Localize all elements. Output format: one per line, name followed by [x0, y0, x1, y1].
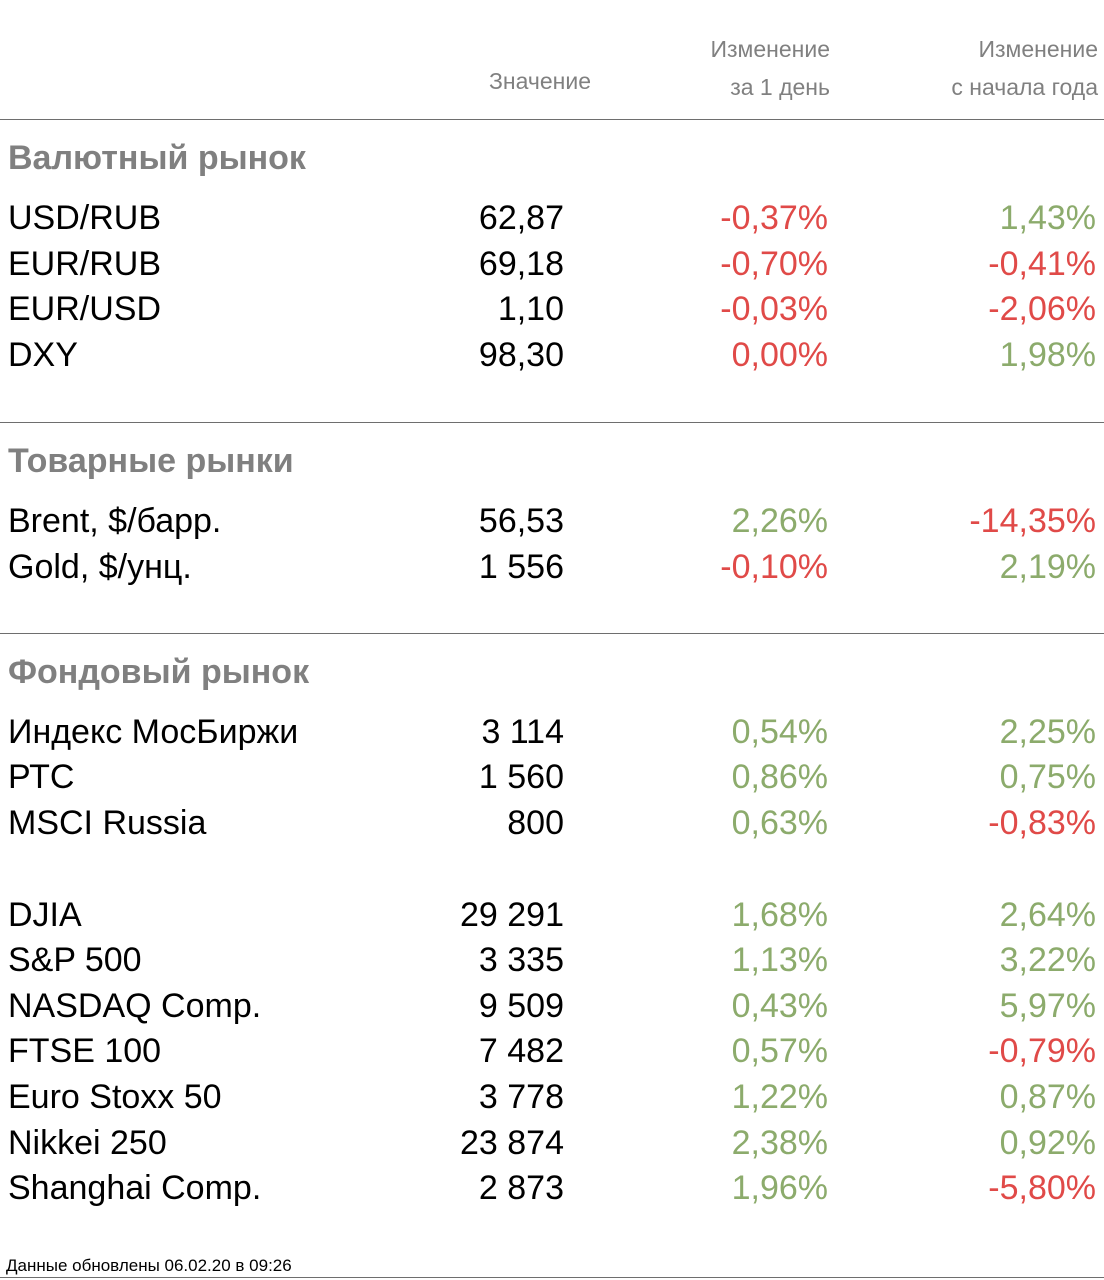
table-row: Индекс МосБиржи 3 114 0,54% 2,25%	[0, 709, 1104, 755]
row-day-change: -0,70%	[720, 245, 828, 283]
row-name: EUR/RUB	[8, 245, 162, 283]
row-ytd-change: -0,83%	[988, 804, 1096, 842]
row-name: Индекс МосБиржи	[8, 713, 299, 751]
section-title-currency: Валютный рынок	[8, 139, 306, 177]
row-ytd-change: -5,80%	[988, 1169, 1096, 1207]
row-value: 7 482	[478, 1032, 564, 1070]
section-title-commodities: Товарные рынки	[8, 442, 294, 480]
row-name: Nikkei 250	[8, 1124, 167, 1162]
row-name: NASDAQ Comp.	[8, 987, 262, 1025]
row-ytd-change: -0,41%	[988, 245, 1096, 283]
row-name: РТС	[8, 758, 75, 796]
row-ytd-change: 0,87%	[999, 1078, 1096, 1116]
row-value: 1 560	[478, 758, 564, 796]
row-day-change: 0,43%	[731, 987, 828, 1025]
divider	[0, 119, 1104, 120]
row-value: 9 509	[478, 987, 564, 1025]
row-name: S&P 500	[8, 941, 142, 979]
row-ytd-change: 2,64%	[999, 896, 1096, 934]
table-row: Brent, $/барр. 56,53 2,26% -14,35%	[0, 498, 1104, 544]
row-name: Euro Stoxx 50	[8, 1078, 222, 1116]
header-ytd-change: Изменение с начала года	[951, 30, 1098, 106]
row-value: 98,30	[478, 336, 564, 374]
row-name: MSCI Russia	[8, 804, 207, 842]
table-row: EUR/USD 1,10 -0,03% -2,06%	[0, 286, 1104, 332]
row-ytd-change: 0,92%	[999, 1124, 1096, 1162]
divider	[0, 633, 1104, 634]
row-name: EUR/USD	[8, 290, 162, 328]
row-ytd-change: 2,19%	[999, 548, 1096, 586]
row-day-change: -0,37%	[720, 199, 828, 237]
table-row: NASDAQ Comp. 9 509 0,43% 5,97%	[0, 983, 1104, 1029]
row-name: FTSE 100	[8, 1032, 162, 1070]
divider	[0, 422, 1104, 423]
row-day-change: 0,54%	[731, 713, 828, 751]
row-day-change: -0,03%	[720, 290, 828, 328]
row-day-change: 2,38%	[731, 1124, 828, 1162]
row-value: 3 335	[478, 941, 564, 979]
header-day-line2: за 1 день	[730, 74, 830, 100]
row-value: 3 114	[481, 713, 564, 751]
header-day-line1: Изменение	[710, 36, 830, 62]
update-timestamp: Данные обновлены 06.02.20 в 09:26	[6, 1256, 292, 1275]
row-ytd-change: 1,43%	[999, 199, 1096, 237]
row-value: 56,53	[478, 502, 564, 540]
row-day-change: 1,22%	[731, 1078, 828, 1116]
table-row: MSCI Russia 800 0,63% -0,83%	[0, 800, 1104, 846]
row-day-change: 1,13%	[731, 941, 828, 979]
row-day-change: -0,10%	[720, 548, 828, 586]
row-ytd-change: -2,06%	[988, 290, 1096, 328]
header-ytd-line1: Изменение	[978, 36, 1098, 62]
row-value: 1,10	[497, 290, 564, 328]
table-row: Nikkei 250 23 874 2,38% 0,92%	[0, 1120, 1104, 1166]
row-day-change: 1,96%	[731, 1169, 828, 1207]
row-ytd-change: 3,22%	[999, 941, 1096, 979]
row-day-change: 0,63%	[731, 804, 828, 842]
row-name: USD/RUB	[8, 199, 162, 237]
table-row: FTSE 100 7 482 0,57% -0,79%	[0, 1028, 1104, 1074]
row-ytd-change: 1,98%	[999, 336, 1096, 374]
row-name: DJIA	[8, 896, 82, 934]
row-ytd-change: -0,79%	[988, 1032, 1096, 1070]
table-row: Shanghai Comp. 2 873 1,96% -5,80%	[0, 1165, 1104, 1211]
row-day-change: 0,00%	[731, 336, 828, 374]
row-name: Shanghai Comp.	[8, 1169, 262, 1207]
row-value: 29 291	[460, 896, 564, 934]
section-title-stocks: Фондовый рынок	[8, 653, 310, 691]
row-ytd-change: 2,25%	[999, 713, 1096, 751]
row-name: Brent, $/барр.	[8, 502, 222, 540]
table-row: DJIA 29 291 1,68% 2,64%	[0, 892, 1104, 938]
row-value: 69,18	[478, 245, 564, 283]
table-row: USD/RUB 62,87 -0,37% 1,43%	[0, 195, 1104, 241]
row-value: 800	[507, 804, 564, 842]
table-row: Euro Stoxx 50 3 778 1,22% 0,87%	[0, 1074, 1104, 1120]
row-value: 2 873	[478, 1169, 564, 1207]
row-value: 3 778	[478, 1078, 564, 1116]
table-row: Gold, $/унц. 1 556 -0,10% 2,19%	[0, 544, 1104, 590]
table-row: DXY 98,30 0,00% 1,98%	[0, 332, 1104, 378]
row-ytd-change: -14,35%	[969, 502, 1096, 540]
row-day-change: 0,86%	[731, 758, 828, 796]
table-row: РТС 1 560 0,86% 0,75%	[0, 754, 1104, 800]
row-day-change: 2,26%	[731, 502, 828, 540]
row-day-change: 0,57%	[731, 1032, 828, 1070]
row-value: 23 874	[460, 1124, 564, 1162]
row-ytd-change: 0,75%	[999, 758, 1096, 796]
table-row: EUR/RUB 69,18 -0,70% -0,41%	[0, 241, 1104, 287]
header-ytd-line2: с начала года	[951, 74, 1098, 100]
row-ytd-change: 5,97%	[999, 987, 1096, 1025]
footer-divider	[0, 1277, 1104, 1278]
row-value: 1 556	[478, 548, 564, 586]
row-name: Gold, $/унц.	[8, 548, 192, 586]
row-day-change: 1,68%	[731, 896, 828, 934]
header-value: Значение	[489, 68, 591, 94]
row-name: DXY	[8, 336, 78, 374]
table-row: S&P 500 3 335 1,13% 3,22%	[0, 937, 1104, 983]
header-day-change: Изменение за 1 день	[710, 30, 830, 106]
row-value: 62,87	[478, 199, 564, 237]
